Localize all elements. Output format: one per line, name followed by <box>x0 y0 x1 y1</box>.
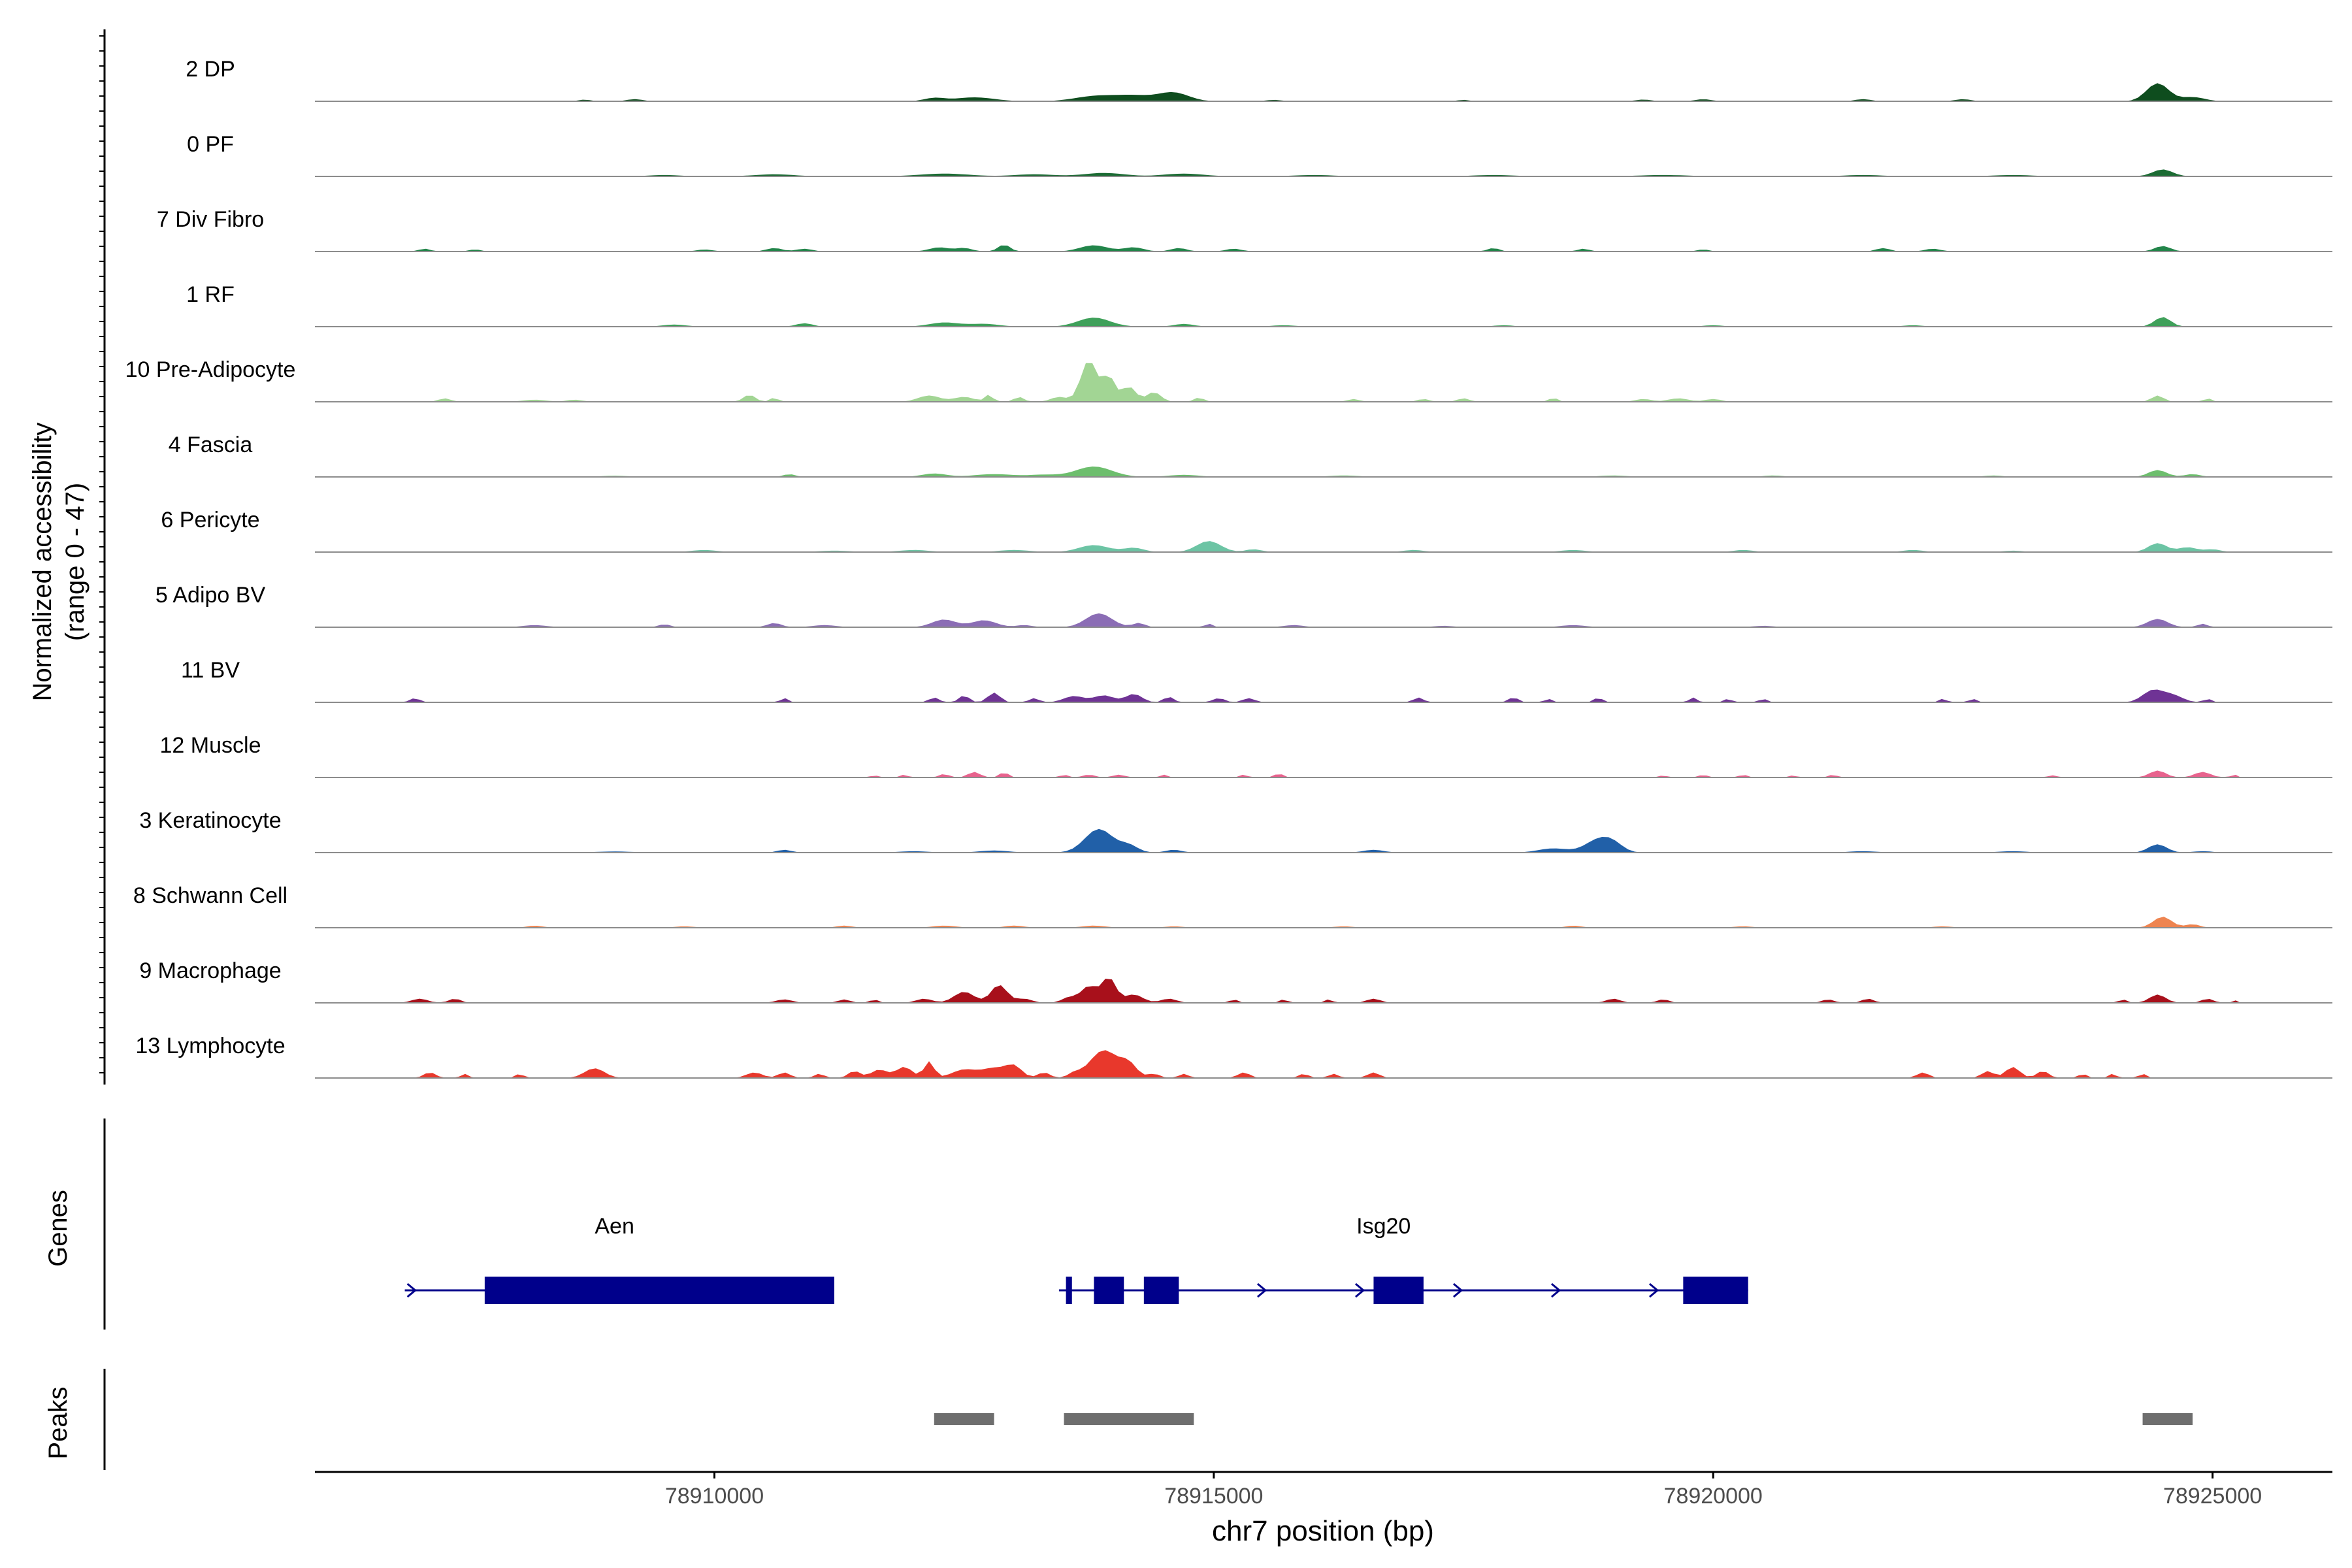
strand-arrow <box>1550 1282 1561 1298</box>
gene-annotation-panel: Aen Isg20 <box>103 1119 1748 1330</box>
y-axis <box>99 29 106 1085</box>
track-label: 11 BV <box>181 658 240 683</box>
coverage-area <box>315 1050 2241 1078</box>
x-tick-label: 78925000 <box>2163 1484 2262 1509</box>
coverage-area <box>315 169 2241 176</box>
track-3: 7 Div Fibro <box>157 207 2332 252</box>
exon <box>1066 1277 1072 1304</box>
peaks-panel-label: Peaks <box>44 1386 73 1459</box>
coverage-area <box>315 613 2241 627</box>
y-axis-title: Normalized accessibility (range 0 - 47) <box>28 423 90 702</box>
coverage-area <box>315 979 2241 1003</box>
track-4: 1 RF <box>186 282 2332 327</box>
track-2: 0 PF <box>187 132 2332 177</box>
track-label: 13 Lymphocyte <box>135 1034 285 1058</box>
coverage-area <box>315 828 2241 853</box>
track-label: 3 Keratinocyte <box>139 808 281 833</box>
exon <box>1683 1277 1748 1304</box>
track-label: 12 Muscle <box>160 733 261 758</box>
gene-label: Isg20 <box>1356 1214 1411 1239</box>
track-1: 2 DP <box>186 57 2332 102</box>
track-13: 9 Macrophage <box>139 958 2332 1004</box>
coverage-area <box>315 466 2241 477</box>
gene-isg20: Isg20 <box>1058 1214 1748 1304</box>
strand-arrow <box>1256 1282 1267 1298</box>
track-label: 4 Fascia <box>169 433 253 457</box>
strand-arrow <box>1354 1282 1365 1298</box>
x-tick-label: 78920000 <box>1664 1484 1763 1509</box>
track-label: 1 RF <box>186 282 235 307</box>
strand-arrow <box>1452 1282 1463 1298</box>
track-label: 8 Schwann Cell <box>133 883 287 908</box>
peak-region <box>2142 1413 2193 1425</box>
track-8: 5 Adipo BV <box>155 583 2332 628</box>
x-axis-title: chr7 position (bp) <box>1212 1515 1434 1547</box>
peak-regions-panel <box>103 1369 2193 1470</box>
track-label: 2 DP <box>186 57 235 82</box>
track-label: 10 Pre-Adipocyte <box>125 357 296 382</box>
track-6: 4 Fascia <box>169 433 2332 478</box>
track-9: 11 BV <box>181 658 2332 703</box>
track-label: 9 Macrophage <box>139 958 281 983</box>
exon <box>1143 1277 1179 1304</box>
coverage-area <box>315 245 2241 252</box>
track-7: 6 Pericyte <box>161 508 2332 553</box>
coverage-area <box>315 541 2241 552</box>
track-label: 0 PF <box>187 132 234 157</box>
genes-panel-label: Genes <box>44 1190 73 1267</box>
gene-label: Aen <box>595 1214 634 1239</box>
x-tick-label: 78915000 <box>1164 1484 1263 1509</box>
gene-aen: Aen <box>404 1214 834 1304</box>
track-11: 3 Keratinocyte <box>139 808 2332 853</box>
coverage-area <box>315 83 2241 101</box>
coverage-area <box>315 363 2241 402</box>
exon <box>1094 1277 1124 1304</box>
y-axis-title-line2: (range 0 - 47) <box>61 483 90 641</box>
track-label: 7 Div Fibro <box>157 207 264 232</box>
coverage-area <box>315 689 2241 702</box>
coverage-area <box>315 770 2241 777</box>
strand-arrow <box>1648 1282 1659 1298</box>
strand-arrow <box>406 1282 417 1298</box>
x-axis: 78910000 78915000 78920000 78925000 <box>315 1471 2332 1509</box>
y-axis-title-line1: Normalized accessibility <box>28 423 57 702</box>
peak-region <box>934 1413 994 1425</box>
track-12: 8 Schwann Cell <box>133 883 2332 928</box>
exon <box>484 1277 834 1304</box>
peak-region <box>1064 1413 1194 1425</box>
coverage-area <box>315 317 2241 327</box>
track-14: 13 Lymphocyte <box>135 1034 2332 1079</box>
x-tick-label: 78910000 <box>665 1484 764 1509</box>
coverage-area <box>315 917 2241 928</box>
exon <box>1373 1277 1424 1304</box>
track-5: 10 Pre-Adipocyte <box>125 357 2332 402</box>
track-10: 12 Muscle <box>160 733 2332 778</box>
track-label: 5 Adipo BV <box>155 583 266 608</box>
track-label: 6 Pericyte <box>161 508 259 532</box>
accessibility-tracks: 2 DP 0 PF 7 Div Fibro 1 RF 10 Pre-Adipocyte 4… <box>125 57 2332 1079</box>
